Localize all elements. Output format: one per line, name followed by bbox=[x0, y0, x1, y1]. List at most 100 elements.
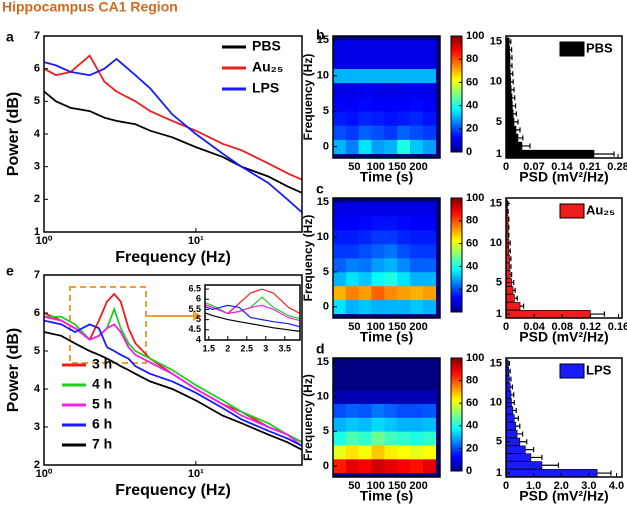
heatmap-cell bbox=[371, 68, 385, 84]
error-bar bbox=[522, 143, 531, 149]
heatmap-cell bbox=[422, 97, 437, 112]
x-axis-title: Frequency (Hz) bbox=[115, 482, 231, 499]
error-bar bbox=[509, 256, 512, 262]
heatmap-cell bbox=[333, 216, 347, 231]
y-tick-label: 10 bbox=[490, 397, 502, 409]
heatmap-cell bbox=[410, 389, 424, 404]
y-tick-label: 7 bbox=[34, 30, 40, 42]
heatmap-cell bbox=[371, 375, 385, 391]
heatmap-cell bbox=[358, 403, 372, 418]
heatmap-cell bbox=[333, 417, 347, 432]
error-bar bbox=[509, 264, 512, 270]
colorbar-tick-label: 20 bbox=[466, 123, 478, 135]
heatmap-cell bbox=[371, 389, 385, 404]
heatmap-cell bbox=[345, 258, 359, 273]
error-bar bbox=[518, 135, 524, 141]
panel-label: e bbox=[6, 263, 14, 279]
heatmap-cell bbox=[397, 202, 411, 217]
heatmap-cell bbox=[333, 299, 347, 315]
error-bar bbox=[519, 439, 528, 445]
x-tick-label: 3 bbox=[263, 343, 268, 353]
heatmap-cell bbox=[345, 139, 359, 155]
y-tick-label: 15 bbox=[317, 356, 329, 368]
legend-label: LPS bbox=[252, 80, 279, 96]
y-tick-label: 1 bbox=[496, 148, 502, 160]
y-tick-label: 6 bbox=[34, 63, 40, 75]
panel-label: a bbox=[6, 29, 14, 45]
error-bar bbox=[525, 447, 535, 453]
heatmap-cell bbox=[397, 82, 411, 98]
x-tick-label: 50 bbox=[348, 321, 360, 333]
heatmap-cell bbox=[384, 299, 398, 315]
heatmap-cell bbox=[333, 445, 347, 460]
heatmap-cell bbox=[397, 125, 411, 140]
heatmap-cell bbox=[397, 375, 411, 391]
heatmap-cell bbox=[397, 216, 411, 231]
plot-area bbox=[44, 292, 302, 451]
error-bar bbox=[507, 208, 509, 214]
plot-frame bbox=[332, 197, 441, 319]
y-tick-label: 5 bbox=[496, 276, 502, 288]
panel-label: d bbox=[316, 341, 325, 357]
x-tick-label: 2.0 bbox=[554, 480, 569, 492]
bar bbox=[505, 453, 532, 462]
error-bar bbox=[510, 55, 513, 61]
y-tick-label: 2 bbox=[34, 193, 40, 205]
colorbar-tick-label: 100 bbox=[466, 192, 484, 204]
heatmap-cell bbox=[410, 431, 424, 446]
plot-frame bbox=[332, 35, 441, 159]
colorbar-tick-label: 40 bbox=[466, 260, 478, 272]
inset-bg bbox=[205, 285, 300, 340]
heatmap-cell bbox=[333, 459, 347, 474]
heatmap-cell bbox=[358, 244, 372, 259]
heatmap-cell bbox=[397, 389, 411, 404]
legend-label: 4 h bbox=[92, 376, 112, 392]
y-tick-label: 4 bbox=[34, 383, 41, 395]
heatmap-cell bbox=[345, 362, 359, 377]
error-bar bbox=[515, 423, 521, 429]
error-bar bbox=[513, 111, 517, 117]
heatmap-cell bbox=[345, 299, 359, 315]
colorbar-tick-label: 80 bbox=[466, 53, 478, 65]
series-line bbox=[44, 57, 302, 214]
plot-frame bbox=[43, 274, 303, 466]
heatmap-cell bbox=[333, 375, 347, 391]
x-tick-label: 0.14 bbox=[551, 161, 573, 173]
bar bbox=[505, 125, 517, 135]
y-tick-label: 1 bbox=[496, 308, 502, 320]
heatmap-cell bbox=[410, 445, 424, 460]
x-tick-label: 1.5 bbox=[203, 343, 216, 353]
heatmap-cell bbox=[397, 299, 411, 315]
colorbar-tick-label: 60 bbox=[466, 76, 478, 88]
heatmap-cell bbox=[345, 230, 359, 245]
plot-frame bbox=[505, 197, 623, 319]
x-tick-label: 0 bbox=[503, 321, 509, 333]
heatmap-cell bbox=[384, 97, 398, 112]
x-axis-title: Time (s) bbox=[360, 169, 413, 185]
heatmap-cell bbox=[384, 125, 398, 140]
x-axis-title: Frequency (Hz) bbox=[115, 249, 231, 266]
legend-label: 3 h bbox=[92, 356, 112, 372]
heatmap-cell bbox=[345, 244, 359, 259]
error-bar bbox=[510, 79, 514, 85]
heatmap-cell bbox=[410, 285, 424, 301]
heatmap-cell bbox=[422, 375, 437, 391]
heatmap-cell bbox=[422, 299, 437, 315]
plot-frame bbox=[505, 35, 623, 159]
error-bar bbox=[594, 151, 615, 157]
heatmap-cell bbox=[384, 244, 398, 259]
heatmap-cell bbox=[333, 68, 347, 84]
error-bar bbox=[511, 400, 515, 406]
heatmap-cell bbox=[333, 40, 347, 55]
panel-label: b bbox=[316, 27, 325, 43]
x-tick-label: 0 bbox=[503, 161, 509, 173]
legend-label: 7 h bbox=[92, 436, 112, 452]
heatmap-cell bbox=[384, 111, 398, 126]
heatmap-cell bbox=[410, 375, 424, 391]
x-tick-label: 10¹ bbox=[188, 468, 204, 480]
error-bar bbox=[541, 462, 560, 468]
heatmap-cell bbox=[333, 244, 347, 259]
y-tick-label: 4.5 bbox=[188, 324, 201, 334]
error-bar bbox=[510, 272, 513, 278]
bar bbox=[505, 85, 512, 94]
